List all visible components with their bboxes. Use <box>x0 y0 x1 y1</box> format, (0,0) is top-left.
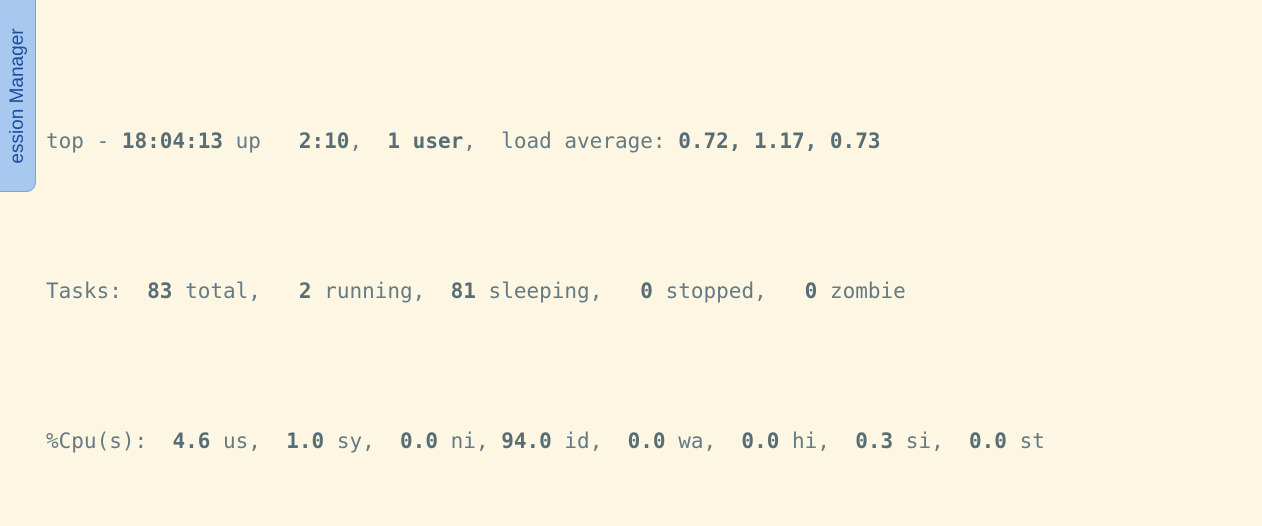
users-count: 1 user <box>387 129 463 153</box>
loadavg: 0.72, 1.17, 0.73 <box>678 129 880 153</box>
top-time: 18:04:13 <box>122 129 223 153</box>
tasks-sleeping: 81 <box>451 279 476 303</box>
top-uptime-line: top - 18:04:13 up 2:10, 1 user, load ave… <box>46 126 1262 156</box>
session-manager-tab-label: ession Manager <box>3 28 33 163</box>
tasks-label: Tasks: <box>46 279 122 303</box>
cpu-sy-label: sy, <box>324 429 400 453</box>
top-prefix: top - <box>46 129 122 153</box>
cpu-wa-label: wa, <box>666 429 742 453</box>
tasks-running: 2 <box>299 279 312 303</box>
cpu-id: 94.0 <box>501 429 552 453</box>
cpu-us-label: us, <box>210 429 286 453</box>
up-label: up <box>223 129 274 153</box>
cpu-ni: 0.0 <box>400 429 438 453</box>
terminal-window: ession Manager top - 18:04:13 up 2:10, 1… <box>0 0 1262 526</box>
cpu-st: 0.0 <box>969 429 1007 453</box>
tasks-zombie: 0 <box>805 279 818 303</box>
tasks-line: Tasks: 83 total, 2 running, 81 sleeping,… <box>46 276 1262 306</box>
cpu-hi-label: hi, <box>779 429 855 453</box>
uptime: 2:10 <box>274 129 350 153</box>
cpu-si-label: si, <box>893 429 969 453</box>
session-manager-tab[interactable]: ession Manager <box>0 0 36 192</box>
cpu-id-label: id, <box>552 429 628 453</box>
cpu-ni-label: ni, <box>438 429 501 453</box>
cpu-si: 0.3 <box>855 429 893 453</box>
cpu-sy: 1.0 <box>286 429 324 453</box>
tasks-running-label: running, <box>312 279 451 303</box>
tasks-total-label: total, <box>172 279 298 303</box>
tasks-sleeping-label: sleeping, <box>476 279 640 303</box>
cpu-hi: 0.0 <box>741 429 779 453</box>
sep: , <box>349 129 387 153</box>
tasks-total: 83 <box>122 279 173 303</box>
tasks-zombie-label: zombie <box>817 279 906 303</box>
cpu-st-label: st <box>1007 429 1045 453</box>
tasks-stopped: 0 <box>640 279 653 303</box>
cpu-line: %Cpu(s): 4.6 us, 1.0 sy, 0.0 ni, 94.0 id… <box>46 426 1262 456</box>
tasks-stopped-label: stopped, <box>653 279 805 303</box>
cpu-us: 4.6 <box>147 429 210 453</box>
terminal-output[interactable]: top - 18:04:13 up 2:10, 1 user, load ave… <box>46 6 1262 526</box>
loadavg-label: , load average: <box>463 129 678 153</box>
cpu-wa: 0.0 <box>628 429 666 453</box>
cpu-label: %Cpu(s): <box>46 429 147 453</box>
